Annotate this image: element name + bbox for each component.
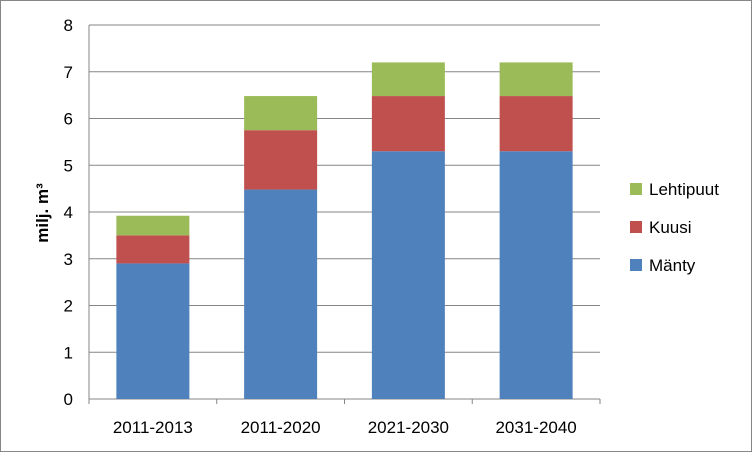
y-tick-label: 7 [64,63,73,82]
y-axis-label: milj. m³ [33,183,52,243]
legend-swatch [630,221,642,233]
bar-segment-mänty [371,151,445,399]
y-tick-label: 8 [64,16,73,35]
y-tick-label: 0 [64,390,73,409]
bar-segment-lehtipuut [116,215,190,236]
y-tick-label: 6 [64,110,73,129]
y-tick-label: 2 [64,297,73,316]
y-tick-label: 1 [64,343,73,362]
bar-segment-lehtipuut [244,96,318,131]
x-tick-label: 2011-2020 [241,418,321,437]
x-tick-labels: 2011-2013 2011-2020 2021-2030 2031-2040 [113,418,577,437]
bar-segment-kuusi [244,130,318,190]
bar-segment-mänty [116,263,190,399]
legend-label: Mänty [649,256,696,275]
legend-swatch [630,259,642,271]
legend-label: Lehtipuut [649,180,719,199]
legend-label: Kuusi [649,218,692,237]
bar-segment-kuusi [499,96,573,152]
bar-segment-kuusi [116,235,190,264]
bar-segment-kuusi [371,96,445,152]
y-tick-label: 4 [64,203,73,222]
legend: Lehtipuut Kuusi Mänty [630,180,719,275]
x-tick-label: 2021-2030 [368,418,449,437]
y-tick-labels: 0 1 2 3 4 5 6 7 8 [64,16,73,409]
x-tick-label: 2011-2013 [113,418,193,437]
legend-swatch [630,183,642,195]
x-tick-label: 2031-2040 [495,418,576,437]
bar-segment-lehtipuut [499,62,573,97]
bar-segment-mänty [244,189,318,399]
bars [116,62,573,399]
y-tick-label: 3 [64,250,73,269]
bar-segment-mänty [499,151,573,399]
bar-segment-lehtipuut [371,62,445,97]
y-tick-label: 5 [64,156,73,175]
